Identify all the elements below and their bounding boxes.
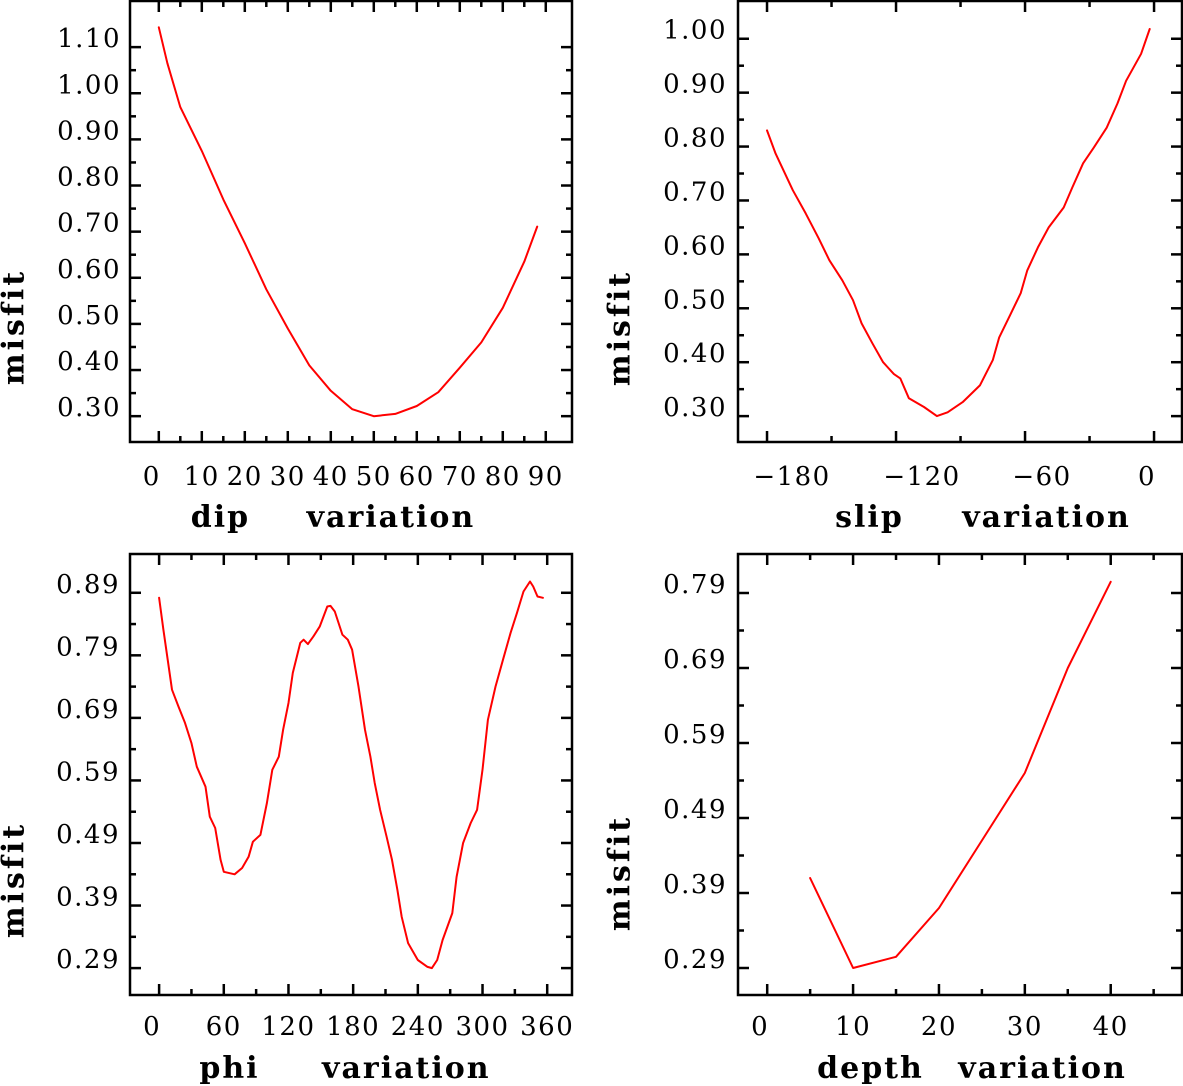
y-tick-label: 0.29 [663, 945, 727, 975]
x-axis-title: slip variation [835, 500, 1131, 535]
x-tick-label: 30 [270, 462, 306, 492]
x-tick-label: −60 [1012, 462, 1071, 492]
y-tick-label: 0.60 [663, 231, 727, 261]
series-line-depth [809, 580, 1112, 969]
y-tick-label: 0.70 [57, 209, 121, 239]
x-tick-label: 20 [227, 462, 263, 492]
x-axis-ticks [765, 554, 1155, 995]
x-tick-label: 40 [1093, 1012, 1129, 1042]
x-tick-label: 30 [1007, 1012, 1043, 1042]
y-tick-label: 0.90 [57, 116, 121, 146]
plot-frame [128, 0, 574, 444]
x-tick-label: 90 [528, 462, 564, 492]
x-tick-label: 0 [1138, 462, 1156, 492]
panel-depth: 0 10 20 30 40 0.29 0.39 0.49 0.59 0.69 0.79 depth v… [603, 552, 1183, 1086]
panel-dip: 0 10 20 30 40 50 60 70 80 90 0.30 0.40 0.50 0.60 0.70 0… [0, 0, 574, 535]
y-axis-title: misfit [0, 822, 32, 938]
panel-phi: 0 60 120 180 240 300 360 0.29 0.39 0.49 0.59 0.69 0.… [0, 552, 574, 1086]
y-tick-label: 1.00 [57, 70, 121, 100]
y-axis-title: misfit [0, 269, 32, 385]
y-tick-label: 1.00 [663, 16, 727, 46]
series-line-slip [766, 28, 1151, 418]
y-tick-label: 0.80 [663, 124, 727, 154]
y-tick-label: 0.40 [57, 347, 121, 377]
y-tick-label: 1.10 [57, 24, 121, 54]
y-tick-label: 0.50 [57, 301, 121, 331]
x-tick-label: 20 [921, 1012, 957, 1042]
x-tick-label: 60 [206, 1012, 242, 1042]
y-tick-label: 0.30 [663, 393, 727, 423]
y-tick-label: 0.39 [56, 883, 120, 913]
plot-frame [736, 552, 1183, 997]
y-tick-label: 0.89 [56, 570, 120, 600]
x-tick-label: 80 [485, 462, 521, 492]
x-tick-label: 0 [751, 1012, 769, 1042]
x-axis-title: depth variation [817, 1051, 1127, 1086]
x-tick-label: 0 [143, 1012, 161, 1042]
y-tick-label: 0.50 [663, 285, 727, 315]
y-tick-label: 0.49 [663, 795, 727, 825]
y-axis-ticks [738, 591, 1182, 970]
x-tick-label: 120 [261, 1012, 315, 1042]
x-axis-ticks [157, 554, 549, 995]
x-tick-label: 50 [356, 462, 392, 492]
series-line-dip [157, 26, 539, 418]
y-axis-ticks [130, 591, 572, 970]
plot-frame [736, 0, 1183, 444]
y-tick-label: 0.59 [663, 720, 727, 750]
panel-slip: −180 −120 −60 0 0.30 0.40 0.50 0.60 0.70 0.80 0.90… [603, 0, 1183, 535]
y-tick-label: 0.49 [56, 820, 120, 850]
y-axis-ticks [130, 45, 572, 418]
x-axis-title: phi variation [199, 1051, 490, 1086]
y-tick-label: 0.30 [57, 393, 121, 423]
y-tick-label: 0.60 [57, 255, 121, 285]
y-tick-label: 0.40 [663, 339, 727, 369]
x-tick-label: 70 [442, 462, 478, 492]
y-axis-title: misfit [603, 815, 638, 931]
y-axis-title: misfit [603, 270, 638, 386]
x-tick-label: 360 [520, 1012, 574, 1042]
y-axis-ticks [738, 37, 1182, 418]
x-tick-label: −180 [753, 462, 830, 492]
y-tick-label: 0.79 [56, 632, 120, 662]
x-axis-ticks [765, 1, 1156, 442]
y-tick-label: 0.80 [57, 163, 121, 193]
plot-frame [128, 552, 574, 997]
x-tick-label: 180 [326, 1012, 380, 1042]
x-tick-label: 10 [835, 1012, 871, 1042]
x-tick-label: 0 [143, 462, 161, 492]
y-tick-label: 0.90 [663, 70, 727, 100]
x-axis-title: dip variation [191, 500, 475, 535]
x-axis-ticks [157, 1, 548, 442]
y-tick-label: 0.39 [663, 870, 727, 900]
y-tick-label: 0.70 [663, 177, 727, 207]
x-tick-label: 240 [391, 1012, 445, 1042]
y-tick-label: 0.79 [663, 570, 727, 600]
x-tick-label: −120 [883, 462, 960, 492]
x-tick-label: 40 [313, 462, 349, 492]
x-tick-label: 10 [184, 462, 220, 492]
x-tick-label: 60 [399, 462, 435, 492]
y-tick-label: 0.29 [56, 945, 120, 975]
series-line-phi [158, 580, 544, 970]
y-tick-label: 0.59 [56, 757, 120, 787]
y-tick-label: 0.69 [56, 695, 120, 725]
y-tick-label: 0.69 [663, 645, 727, 675]
x-tick-label: 300 [455, 1012, 509, 1042]
